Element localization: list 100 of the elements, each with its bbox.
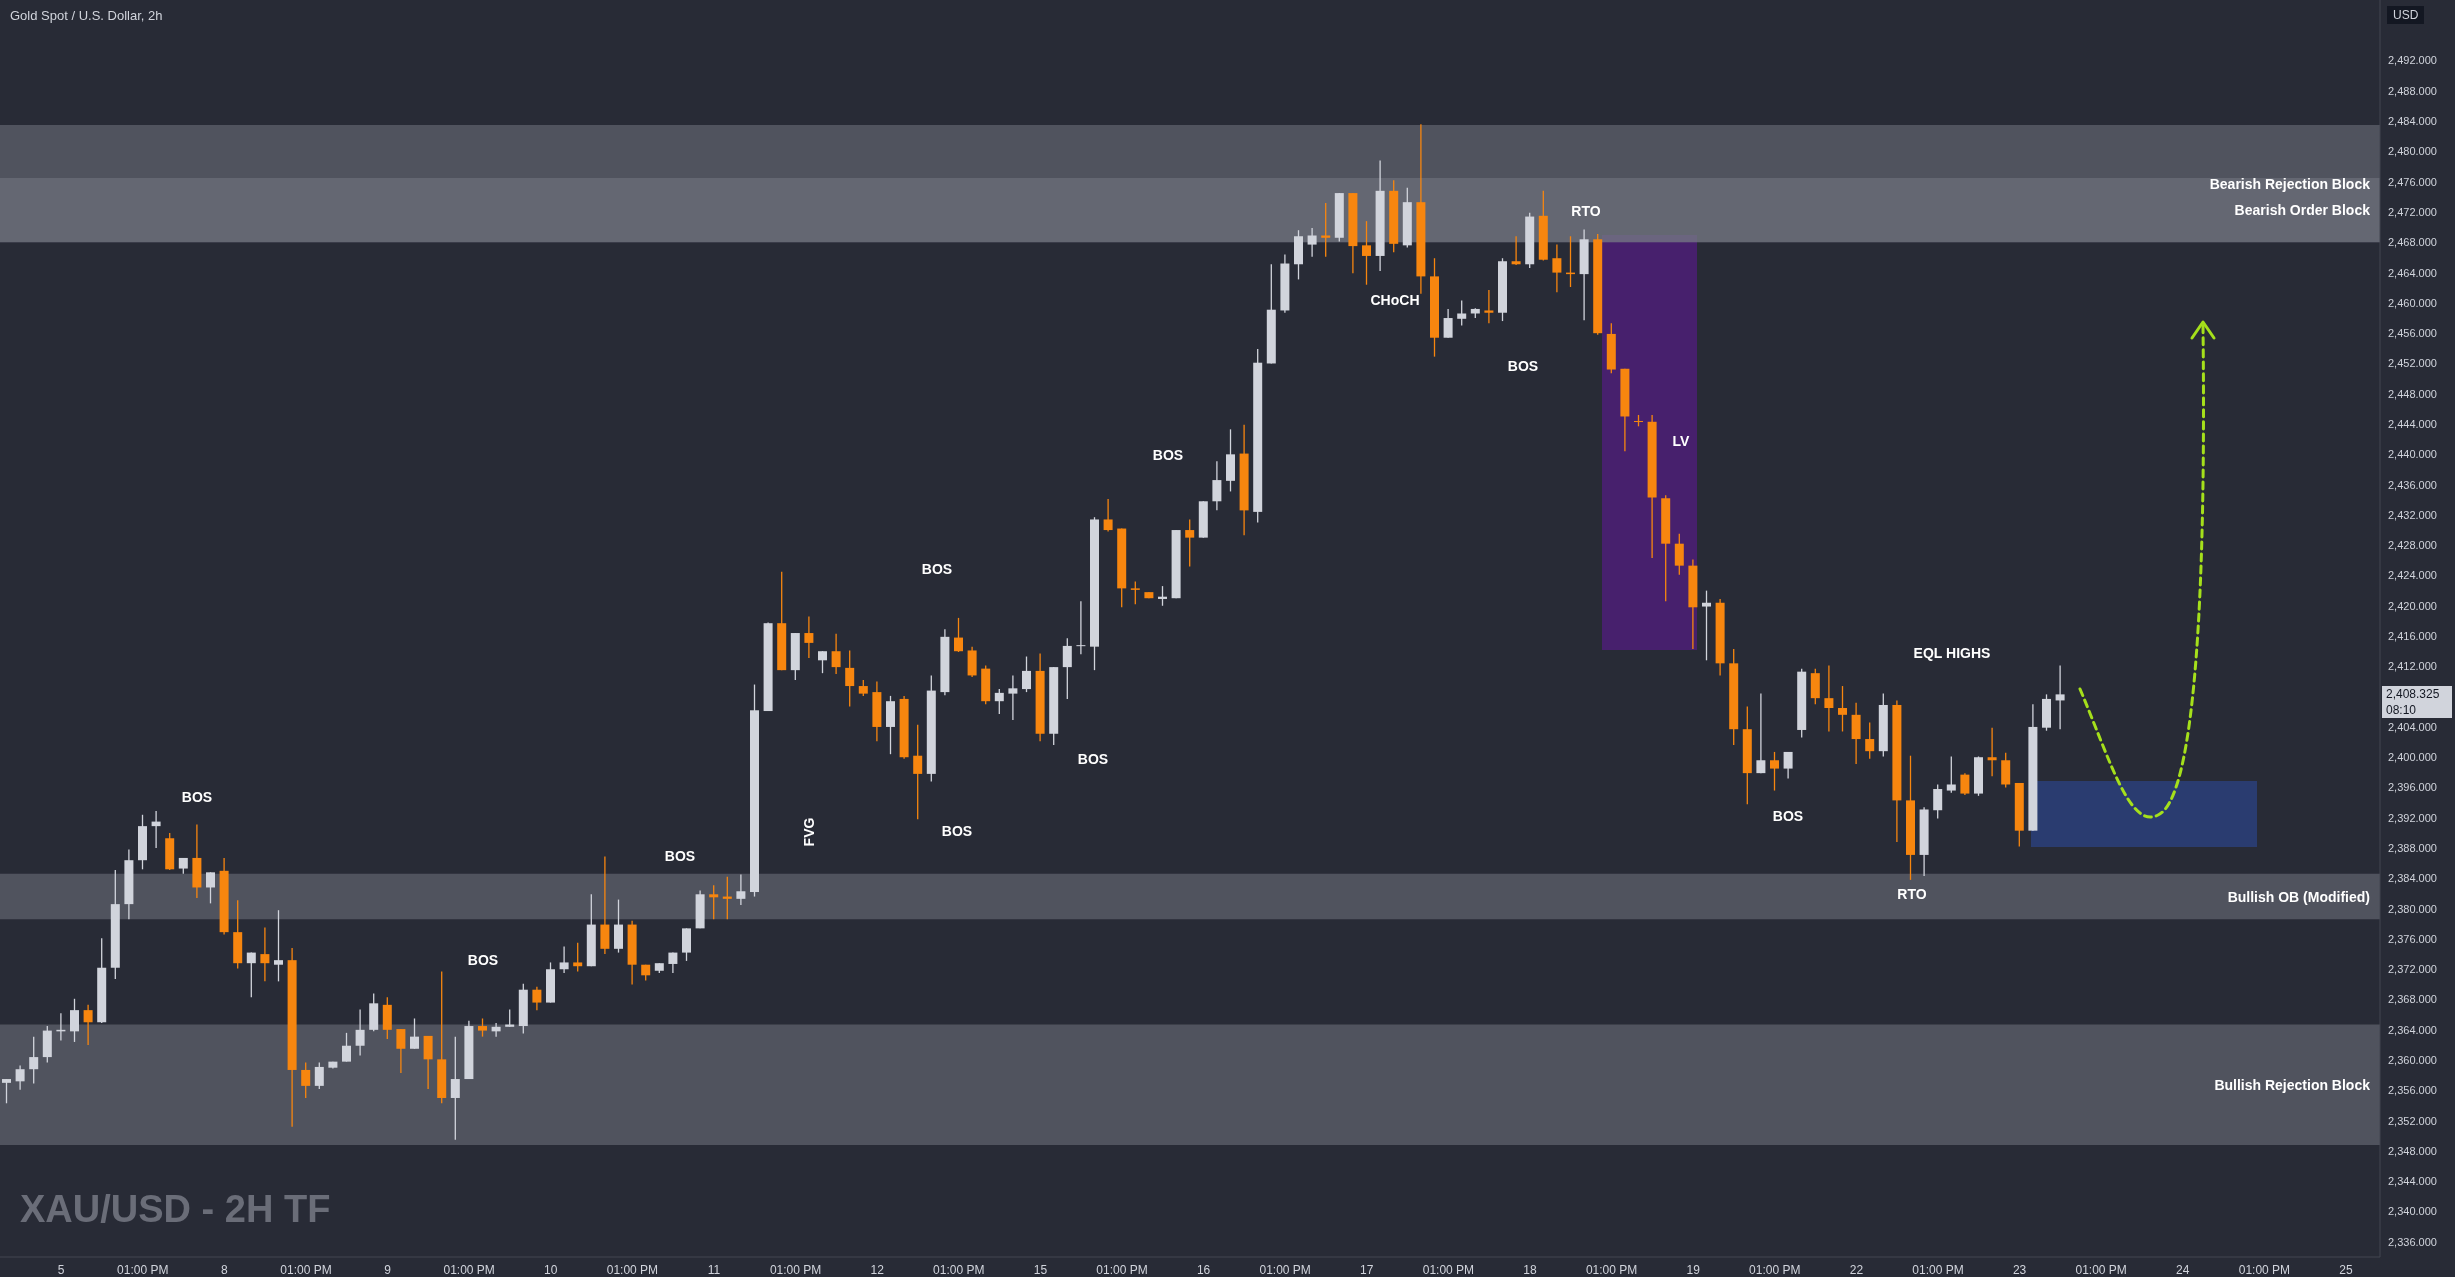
x-tick-label: 01:00 PM <box>1259 1262 1311 1277</box>
candlestick <box>355 1008 365 1057</box>
x-tick-label: 01:00 PM <box>1422 1262 1475 1277</box>
candlestick <box>450 1036 460 1141</box>
y-tick-label: 2,428.000 <box>2388 539 2437 552</box>
y-tick-label: 2,440.000 <box>2388 448 2437 461</box>
band-label: Bullish OB (Modified) <box>2227 888 2370 905</box>
y-tick-label: 2,484.000 <box>2388 115 2437 128</box>
y-tick-label: 2,436.000 <box>2388 478 2437 491</box>
annotation: BOS <box>467 952 499 968</box>
candlestick <box>1511 235 1521 266</box>
candlestick <box>1362 220 1371 286</box>
candlestick <box>1838 685 1847 733</box>
candlestick <box>1062 637 1072 700</box>
candlestick <box>1103 498 1113 533</box>
annotation: BOS <box>1507 358 1539 374</box>
candlestick <box>709 884 719 920</box>
band-label: Bullish Rejection Block <box>2214 1076 2371 1093</box>
x-tick-label: 01:00 PM <box>1912 1262 1964 1277</box>
annotation: BOS <box>181 789 213 805</box>
y-tick-label: 2,492.000 <box>2388 54 2437 67</box>
candlestick <box>1987 727 1997 777</box>
y-tick-label: 2,336.000 <box>2388 1235 2437 1248</box>
x-tick-label: 01:00 PM <box>2238 1262 2291 1277</box>
x-tick-label: 19 <box>1686 1262 1701 1277</box>
candlestick <box>1022 655 1031 693</box>
annotation: BOS <box>921 561 953 577</box>
annotation: RTO <box>1571 203 1601 219</box>
y-tick-label: 2,488.000 <box>2388 84 2437 97</box>
y-tick-label: 2,432.000 <box>2388 508 2437 521</box>
x-tick-label: 01:00 PM <box>606 1262 659 1277</box>
annotation: CHoCH <box>1370 292 1420 308</box>
annotation: BOS <box>1077 751 1109 767</box>
candlestick <box>736 873 746 906</box>
x-tick-label: 01:00 PM <box>769 1262 822 1277</box>
x-tick-label: 5 <box>57 1262 65 1277</box>
text: 2,408.325 <box>2382 686 2452 702</box>
y-tick-label: 2,360.000 <box>2388 1054 2437 1067</box>
candlestick <box>831 633 841 675</box>
candlestick <box>342 1032 351 1063</box>
text: 08:10 <box>2382 702 2452 718</box>
candlestick <box>954 617 963 653</box>
x-tick-label: 01:00 PM <box>2075 1262 2127 1277</box>
candlestick <box>301 1061 311 1099</box>
y-tick-label: 2,388.000 <box>2388 842 2437 854</box>
candlestick <box>1158 585 1167 607</box>
candlestick <box>1484 289 1494 324</box>
candlestick <box>845 649 855 708</box>
y-tick-label: 2,448.000 <box>2388 387 2437 400</box>
x-tick-label: 01:00 PM <box>1585 1262 1638 1277</box>
annotation: LV <box>1672 433 1690 449</box>
x-tick-label: 16 <box>1196 1262 1211 1277</box>
x-tick-label: 11 <box>707 1262 721 1277</box>
y-tick-label: 2,396.000 <box>2388 781 2437 794</box>
x-tick-label: 25 <box>2339 1262 2353 1277</box>
annotation: BOS <box>941 823 973 839</box>
candlestick <box>532 986 542 1011</box>
annotation: BOS <box>664 848 696 864</box>
candlestick <box>2 1078 11 1104</box>
x-tick-label: 22 <box>1849 1262 1864 1277</box>
candlestick <box>1457 299 1467 327</box>
annotation: XAU/USD - 2H TF <box>20 1188 331 1231</box>
y-tick-label: 2,460.000 <box>2388 296 2437 309</box>
y-tick-label: 2,412.000 <box>2388 660 2437 673</box>
text: Gold Spot / U.S. Dollar, 2h <box>10 8 163 23</box>
y-tick-label: 2,472.000 <box>2388 205 2437 218</box>
annotation: BOS <box>1152 447 1184 463</box>
y-tick-label: 2,464.000 <box>2388 266 2437 279</box>
candlestick <box>1552 243 1562 293</box>
candlestick <box>1307 227 1317 258</box>
x-tick-label: 01:00 PM <box>280 1262 332 1277</box>
x-tick-label: 24 <box>2176 1262 2190 1277</box>
band-label: Bearish Order Block <box>2234 202 2371 219</box>
candlestick <box>994 688 1004 715</box>
y-tick-label: 2,344.000 <box>2388 1175 2437 1188</box>
y-tick-label: 2,476.000 <box>2388 175 2437 188</box>
y-tick-label: 2,352.000 <box>2388 1114 2437 1127</box>
candlestick <box>1674 533 1684 576</box>
candlestick <box>410 1017 419 1050</box>
candlestick <box>1756 692 1766 774</box>
y-tick-label: 2,372.000 <box>2388 963 2437 976</box>
y-tick-label: 2,456.000 <box>2388 327 2437 340</box>
candlestick <box>478 1017 487 1038</box>
candlestick <box>1702 589 1711 661</box>
candlestick <box>1933 783 1943 820</box>
candlestick <box>1960 772 1970 796</box>
candlestick <box>2055 664 2065 730</box>
annotation: FVG <box>801 817 817 847</box>
candlestick <box>804 615 814 659</box>
y-tick-label: 2,416.000 <box>2388 629 2437 642</box>
x-tick-label: 9 <box>384 1262 392 1277</box>
candlestick <box>573 942 583 973</box>
candlestick <box>1783 751 1793 780</box>
y-tick-label: 2,376.000 <box>2388 932 2437 945</box>
y-tick-label: 2,340.000 <box>2388 1205 2437 1218</box>
x-tick-label: 23 <box>2012 1262 2027 1277</box>
candlestick <box>83 1004 93 1046</box>
candlestick <box>559 945 569 974</box>
y-tick-label: 2,392.000 <box>2388 811 2437 824</box>
candlestick <box>423 1035 433 1090</box>
